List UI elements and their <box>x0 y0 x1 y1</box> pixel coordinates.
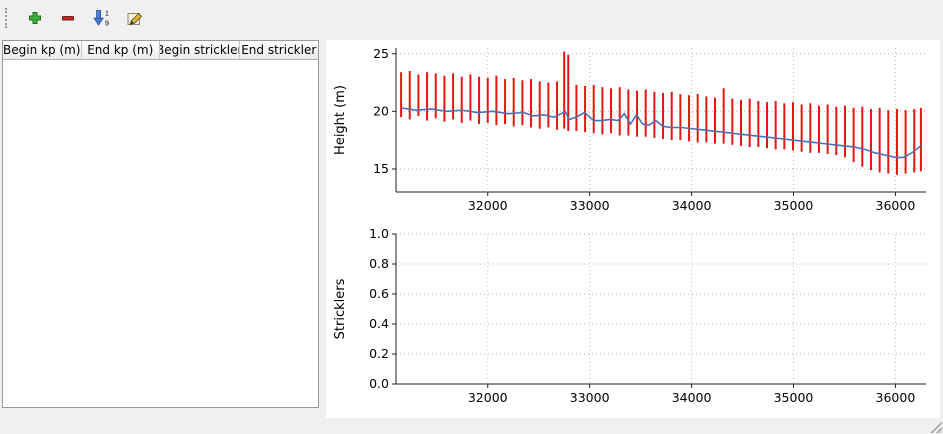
svg-text:0.8: 0.8 <box>369 256 389 271</box>
svg-text:0.2: 0.2 <box>369 346 389 361</box>
table-header-row: Begin kp (m) End kp (m) Begin strickler … <box>3 41 318 60</box>
strickler-table: Begin kp (m) End kp (m) Begin strickler … <box>2 40 319 408</box>
stricklers-chart: 32000 33000 34000 35000 36000 0.0 0.2 0.4 0.6 0.8… <box>326 226 940 418</box>
plus-icon <box>29 12 41 24</box>
svg-text:35000: 35000 <box>774 390 814 405</box>
height-chart: 32000 33000 34000 35000 36000 15 20 25 Height (m… <box>326 40 940 226</box>
svg-text:25: 25 <box>373 46 389 61</box>
svg-text:9: 9 <box>105 21 109 28</box>
resize-grip[interactable] <box>929 420 942 433</box>
svg-text:35000: 35000 <box>774 198 814 213</box>
toolbar-handle[interactable] <box>5 8 12 28</box>
svg-text:15: 15 <box>373 161 389 176</box>
charts-panel: 32000 33000 34000 35000 36000 15 20 25 Height (m… <box>326 40 940 418</box>
edit-pencil-icon <box>127 12 142 25</box>
toolbar: 1 9 <box>0 0 943 36</box>
content-area: Begin kp (m) End kp (m) Begin strickler … <box>2 40 940 418</box>
svg-text:34000: 34000 <box>672 198 712 213</box>
svg-text:36000: 36000 <box>876 390 916 405</box>
svg-text:34000: 34000 <box>672 390 712 405</box>
column-header-begin-kp[interactable]: Begin kp (m) <box>3 41 82 59</box>
svg-text:Stricklers: Stricklers <box>333 278 348 339</box>
svg-text:0.6: 0.6 <box>369 286 389 301</box>
sort-button[interactable]: 1 9 <box>88 5 114 31</box>
svg-text:32000: 32000 <box>468 198 508 213</box>
svg-text:1.0: 1.0 <box>369 226 389 241</box>
svg-text:33000: 33000 <box>570 390 610 405</box>
sort-numeric-down-icon: 1 9 <box>93 10 109 28</box>
svg-text:Height (m): Height (m) <box>333 85 348 155</box>
column-header-end-strickler[interactable]: End strickler <box>241 43 317 57</box>
remove-row-button[interactable] <box>55 5 81 31</box>
panel-splitter[interactable] <box>319 40 326 418</box>
svg-text:0.4: 0.4 <box>369 316 389 331</box>
column-header-end-kp[interactable]: End kp (m) <box>82 41 160 59</box>
minus-icon <box>62 16 74 21</box>
table-body[interactable] <box>3 60 318 407</box>
svg-text:0.0: 0.0 <box>369 376 389 391</box>
svg-text:1: 1 <box>105 11 109 18</box>
add-row-button[interactable] <box>22 5 48 31</box>
status-bar <box>0 419 943 434</box>
edit-button[interactable] <box>121 5 147 31</box>
svg-text:36000: 36000 <box>876 198 916 213</box>
column-header-begin-strickler[interactable]: Begin strickler <box>160 41 240 59</box>
svg-text:33000: 33000 <box>570 198 610 213</box>
svg-text:20: 20 <box>373 103 389 118</box>
svg-text:32000: 32000 <box>468 390 508 405</box>
